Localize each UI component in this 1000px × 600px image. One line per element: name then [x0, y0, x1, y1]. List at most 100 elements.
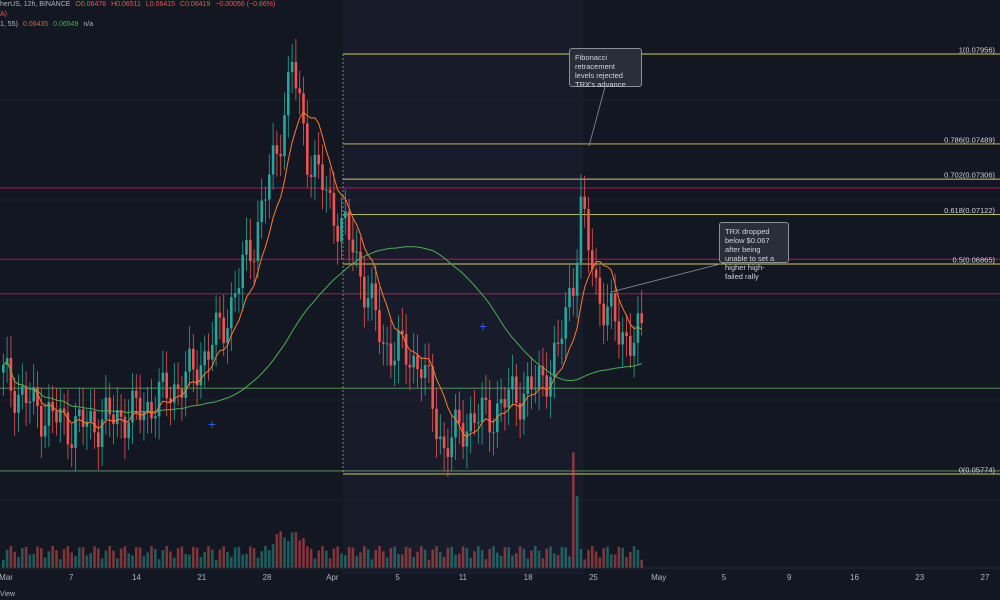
candle-body: [180, 388, 184, 398]
volume-bar: [298, 540, 301, 568]
volume-bar: [560, 546, 564, 568]
candle-body: [606, 306, 609, 326]
time-axis-label: 21: [197, 573, 206, 582]
candle-body: [332, 192, 336, 226]
candle-body: [294, 61, 298, 89]
volume-bar: [131, 555, 134, 568]
candle-body: [222, 317, 225, 344]
volume-bar: [496, 552, 499, 568]
candle-body: [397, 330, 400, 361]
volume-bar: [530, 550, 533, 568]
candle-body: [625, 332, 628, 337]
candle-body: [636, 313, 640, 343]
ma-value-1: 0.06435: [22, 21, 49, 28]
fibonacci-retracement[interactable]: 1(0.07956) 0.786(0.07489) 0.702(0.07306) 0.…: [342, 46, 1000, 475]
volume-bar: [211, 549, 214, 568]
candle-body: [40, 406, 43, 437]
candle-body: [420, 369, 423, 379]
candle-body: [537, 366, 541, 388]
volume-bar: [165, 546, 168, 568]
candle-body: [553, 342, 556, 377]
volume-bar: [598, 557, 602, 568]
volume-bar: [302, 538, 305, 568]
candle-body: [241, 254, 244, 289]
volume-bar: [184, 553, 187, 568]
candle-body: [43, 425, 47, 437]
candle-body: [465, 431, 469, 447]
candle-body: [161, 372, 165, 382]
candle-body: [526, 376, 529, 394]
candle-body: [492, 432, 495, 434]
volume-bar: [511, 555, 514, 568]
candle-body: [450, 437, 453, 458]
volume-bar: [355, 556, 358, 568]
volume-bar: [218, 549, 222, 568]
candle-body: [572, 287, 575, 296]
time-axis-label: 9: [787, 573, 792, 582]
volume-bar: [241, 554, 244, 568]
fib-level-label: 0.702(0.07306): [944, 171, 995, 180]
candle-body: [621, 332, 624, 345]
time-axis-label: 7: [69, 573, 74, 582]
volume-bar: [629, 551, 632, 568]
volume-bar: [13, 551, 16, 568]
volume-bar: [385, 557, 389, 568]
volume-bar: [279, 531, 282, 568]
candle-body: [355, 251, 358, 253]
volume-bar: [526, 558, 529, 568]
volume-bar: [161, 550, 165, 568]
candle-body: [195, 369, 199, 386]
volume-bar: [150, 546, 153, 568]
fibonacci-callout[interactable]: Fibonacci retracement levels rejected TR…: [569, 48, 642, 89]
volume-bar: [454, 554, 457, 568]
candle-body: [632, 342, 636, 356]
volume-bar: [503, 547, 507, 568]
volume-bar: [237, 546, 241, 568]
candle-body: [89, 411, 92, 422]
ma-params: 1, 55): [0, 21, 18, 28]
volume-bar: [347, 547, 351, 568]
candle-body: [568, 287, 571, 308]
volume-bar: [112, 550, 115, 568]
volume-bar: [290, 532, 294, 568]
volume-bar: [446, 547, 450, 568]
change-value: −0.00056 (−0.86%): [215, 1, 276, 8]
candle-body: [366, 298, 370, 308]
volume-bar: [70, 552, 73, 568]
candle-body: [85, 421, 89, 427]
candle-body: [591, 250, 594, 270]
time-axis-label: 5: [395, 573, 400, 582]
candle-body: [594, 269, 598, 278]
fib-level-label: 0(0.05774): [959, 466, 996, 475]
volume-bar: [556, 555, 560, 568]
volume-bar: [104, 550, 108, 568]
candle-body: [279, 153, 282, 157]
volume-bar: [252, 548, 256, 568]
volume-bar: [135, 547, 138, 568]
candle-body: [328, 189, 332, 193]
volume-bar: [594, 551, 598, 568]
candle-body: [207, 351, 210, 360]
candle-body: [230, 297, 233, 329]
candle-body: [541, 366, 545, 376]
volume-bar: [226, 551, 229, 568]
candle-body: [598, 277, 602, 304]
candle-body: [454, 409, 457, 438]
trx-callout[interactable]: TRX dropped below $0.067 after being una…: [719, 222, 789, 281]
candle-body: [560, 338, 564, 344]
ma-value-na: n/a: [83, 21, 94, 28]
candle-body: [423, 365, 427, 379]
candle-body: [499, 399, 503, 404]
candle-body: [393, 360, 396, 366]
volume-bar: [127, 553, 130, 568]
candle-body: [188, 348, 191, 372]
candle-body: [203, 351, 206, 366]
candle-body: [522, 393, 526, 420]
volume-bar: [587, 549, 590, 568]
candle-body: [427, 365, 431, 367]
candlesticks: [2, 38, 643, 477]
indicator-legend-1: A): [0, 10, 10, 19]
volume-bar: [359, 552, 362, 568]
volume-bar: [515, 553, 518, 568]
